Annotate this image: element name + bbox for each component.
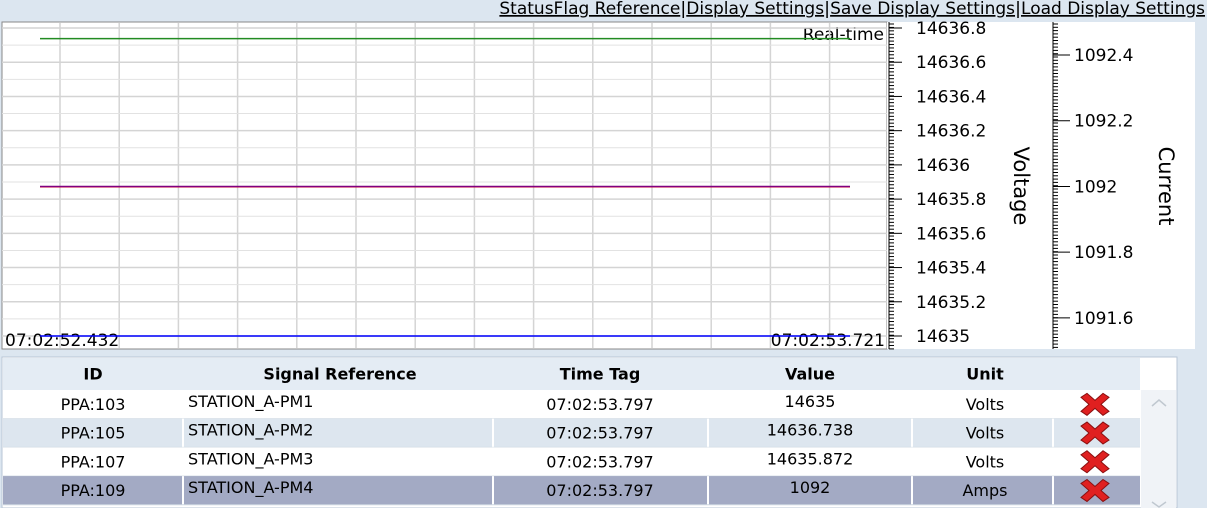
delete-button[interactable] xyxy=(1080,421,1110,445)
column-header: Time Tag xyxy=(560,365,641,384)
y-tick-label: 14636 xyxy=(916,156,970,176)
cell-unit: Volts xyxy=(966,452,1005,471)
y2-tick-label: 1092.2 xyxy=(1074,112,1133,132)
delete-button[interactable] xyxy=(1080,392,1110,416)
y2-tick-label: 1091.8 xyxy=(1074,243,1133,263)
cell-signal: STATION_A-PM2 xyxy=(188,421,313,441)
y-tick-label: 14636.2 xyxy=(916,122,986,142)
cell-time: 07:02:53.797 xyxy=(546,452,653,471)
menu-link[interactable]: StatusFlag Reference xyxy=(499,0,680,19)
cell-id: PPA:109 xyxy=(61,481,126,500)
cell-value: 14635 xyxy=(785,392,836,411)
column-header: Signal Reference xyxy=(263,365,416,384)
y-tick-label: 14635.4 xyxy=(916,259,986,279)
table-row[interactable] xyxy=(3,476,1140,505)
cell-time: 07:02:53.797 xyxy=(546,481,653,500)
y-axis-title: Voltage xyxy=(1009,147,1033,226)
cell-unit: Volts xyxy=(966,395,1005,414)
cell-value: 14636.738 xyxy=(767,421,854,440)
cell-unit: Amps xyxy=(962,481,1007,500)
annotation: Real-time xyxy=(803,25,884,45)
y-tick-label: 14635.2 xyxy=(916,293,986,313)
axis-panel xyxy=(887,22,1195,349)
y-tick-label: 14635.6 xyxy=(916,224,986,244)
scroll-down[interactable] xyxy=(1151,501,1167,508)
column-header: Value xyxy=(785,365,835,384)
cell-signal: STATION_A-PM4 xyxy=(188,478,313,498)
menu-link[interactable]: Save Display Settings xyxy=(830,0,1015,19)
menu-link[interactable]: Load Display Settings xyxy=(1021,0,1205,19)
cell-signal: STATION_A-PM3 xyxy=(188,449,313,469)
y2-tick-label: 1092.4 xyxy=(1074,46,1133,66)
scroll-up[interactable] xyxy=(1151,399,1167,407)
y-tick-label: 14636.4 xyxy=(916,87,986,107)
table-row[interactable] xyxy=(3,418,1140,448)
cell-id: PPA:105 xyxy=(61,424,126,443)
cell-time: 07:02:53.797 xyxy=(546,424,653,443)
y2-axis-title: Current xyxy=(1154,147,1178,226)
table-row[interactable] xyxy=(3,390,1140,419)
menu-link[interactable]: Display Settings xyxy=(686,0,824,19)
y-tick-label: 14635 xyxy=(916,327,970,347)
x-tick-label: 07:02:53.721 xyxy=(771,331,885,351)
cell-id: PPA:103 xyxy=(61,395,126,414)
column-header: Unit xyxy=(966,365,1004,384)
cell-signal: STATION_A-PM1 xyxy=(188,392,313,412)
table-header xyxy=(3,358,1140,390)
cell-unit: Volts xyxy=(966,424,1005,443)
cell-time: 07:02:53.797 xyxy=(546,395,653,414)
delete-button[interactable] xyxy=(1080,450,1110,474)
scrollbar[interactable] xyxy=(1141,390,1176,508)
delete-button[interactable] xyxy=(1080,478,1110,503)
cell-value: 1092 xyxy=(790,478,831,497)
table-row[interactable] xyxy=(3,447,1140,477)
cell-id: PPA:107 xyxy=(61,452,126,471)
y-tick-label: 14635.8 xyxy=(916,190,986,210)
y-tick-label: 14636.8 xyxy=(916,19,986,39)
cell-value: 14635.872 xyxy=(767,449,854,468)
plot-area xyxy=(1,21,888,350)
y-tick-label: 14636.6 xyxy=(916,53,986,73)
x-tick-label: 07:02:52.432 xyxy=(5,331,119,351)
y2-tick-label: 1092 xyxy=(1074,177,1117,197)
column-header: ID xyxy=(83,365,102,384)
y2-tick-label: 1091.6 xyxy=(1074,309,1133,329)
